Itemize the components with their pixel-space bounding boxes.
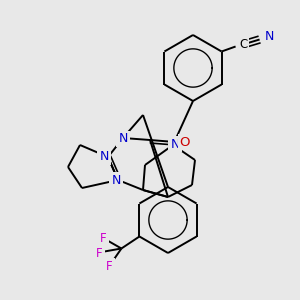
Text: O: O (180, 136, 190, 148)
Text: F: F (106, 260, 113, 273)
Text: C: C (239, 38, 248, 51)
Text: F: F (100, 232, 107, 245)
Text: N: N (118, 133, 128, 146)
Text: N: N (111, 173, 121, 187)
Text: N: N (170, 137, 180, 151)
Text: N: N (265, 30, 274, 43)
Text: F: F (96, 247, 103, 260)
Text: N: N (99, 151, 109, 164)
